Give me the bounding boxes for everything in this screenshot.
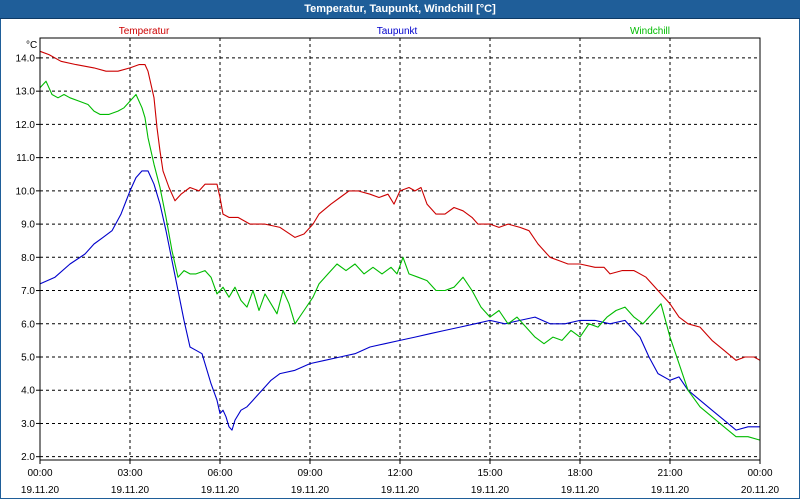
x-tick-date-label: 19.11.20 — [201, 485, 240, 496]
y-tick-label: 8.0 — [21, 253, 35, 264]
x-tick-date-label: 19.11.20 — [291, 485, 330, 496]
x-tick-time-label: 12:00 — [387, 468, 412, 479]
window-title-bar: Temperatur, Taupunkt, Windchill [°C] — [0, 0, 800, 19]
y-tick-label: 11.0 — [16, 153, 35, 164]
x-tick-date-label: 19.11.20 — [381, 485, 420, 496]
series-lines — [39, 50, 761, 441]
series-line-temperatur — [39, 50, 761, 361]
legend-entry-taupunkt: Taupunkt — [377, 26, 418, 37]
series-line-windchill — [39, 80, 761, 441]
y-tick-label: 14.0 — [16, 53, 36, 64]
x-tick-date-label: 19.11.20 — [651, 485, 690, 496]
x-tick-time-label: 15:00 — [477, 468, 502, 479]
x-tick-time-label: 06:00 — [207, 468, 232, 479]
x-tick-date-label: 19.11.20 — [471, 485, 510, 496]
y-tick-label: 6.0 — [21, 319, 35, 330]
y-axis-ticks: 2.0 3.0 4.0 5.0 6.0 7.0 8.0 9.0 10.0 11.0 12.0 13.0… — [16, 53, 40, 463]
grid-lines — [40, 38, 760, 460]
y-tick-label: 9.0 — [21, 220, 35, 231]
y-axis-unit-label: °C — [26, 40, 37, 51]
x-axis-ticks: 00:00 19.11.20 03:00 19.11.20 06:00 19.11.20 0… — [21, 460, 780, 496]
y-tick-label: 10.0 — [16, 186, 36, 197]
y-tick-label: 7.0 — [21, 286, 35, 297]
x-tick-time-label: 00:00 — [27, 468, 52, 479]
x-tick-date-label: 20.11.20 — [741, 485, 780, 496]
x-tick-date-label: 19.11.20 — [21, 485, 60, 496]
x-tick-date-label: 19.11.20 — [561, 485, 600, 496]
y-tick-label: 4.0 — [21, 386, 35, 397]
y-tick-label: 13.0 — [16, 87, 36, 98]
x-tick-time-label: 09:00 — [297, 468, 322, 479]
x-tick-time-label: 00:00 — [747, 468, 772, 479]
x-tick-date-label: 19.11.20 — [111, 485, 150, 496]
x-tick-time-label: 18:00 — [567, 468, 592, 479]
legend-entry-temperatur: Temperatur — [119, 26, 170, 37]
x-tick-time-label: 21:00 — [657, 468, 682, 479]
legend-entry-windchill: Windchill — [630, 26, 670, 37]
y-tick-label: 12.0 — [16, 120, 36, 131]
x-tick-time-label: 03:00 — [117, 468, 142, 479]
y-tick-label: 5.0 — [21, 352, 35, 363]
series-line-taupunkt — [39, 170, 760, 431]
window-title: Temperatur, Taupunkt, Windchill [°C] — [304, 3, 496, 15]
legend: Temperatur Taupunkt Windchill — [119, 26, 670, 37]
y-tick-label: 3.0 — [21, 419, 35, 430]
y-tick-label: 2.0 — [21, 452, 35, 463]
